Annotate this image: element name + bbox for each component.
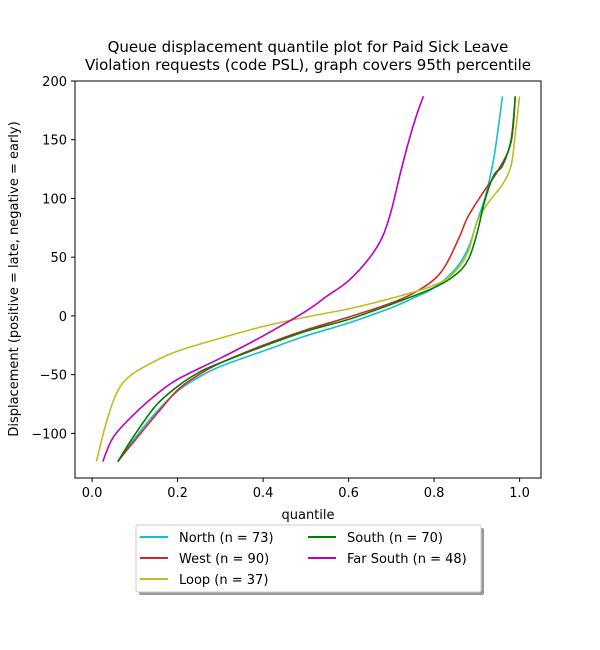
series-line-4 [102, 96, 425, 462]
legend: North (n = 73) West (n = 90) Loop (n = 37)… [135, 524, 484, 595]
y-tick-label: 0 [59, 310, 67, 325]
y-tick-label: 150 [42, 134, 67, 149]
series-line-2 [95, 96, 521, 462]
legend-label: West (n = 90) [179, 552, 269, 567]
y-tick-label: 200 [42, 75, 67, 90]
x-tick-label: 0.0 [82, 486, 103, 501]
x-tick-label: 0.2 [167, 486, 188, 501]
y-tick-label: −50 [40, 369, 67, 384]
x-tick-label: 0.8 [424, 486, 445, 501]
legend-label: North (n = 73) [179, 531, 274, 546]
chart-title-line2: Violation requests (code PSL), graph cov… [85, 56, 531, 74]
legend-label: South (n = 70) [347, 531, 443, 546]
y-ticks: −100 −50 0 50 100 150 200 [31, 75, 75, 442]
plot-area: 0.0 0.2 0.4 0.6 0.8 1.0 −100 −50 0 50 100 150 200 [31, 75, 542, 501]
x-tick-label: 1.0 [509, 486, 530, 501]
series-line-1 [117, 96, 517, 463]
x-tick-label: 0.4 [253, 486, 274, 501]
y-tick-label: 50 [50, 251, 67, 266]
legend-entry: Loop (n = 37) [140, 573, 268, 588]
y-tick-label: 100 [42, 192, 67, 207]
chart-title-line1: Queue displacement quantile plot for Pai… [108, 38, 509, 56]
x-ticks: 0.0 0.2 0.4 0.6 0.8 1.0 [82, 478, 530, 501]
y-axis-label: Displacement (positive = late, negative … [7, 121, 22, 436]
x-axis-label: quantile [281, 508, 334, 523]
legend-items: North (n = 73) West (n = 90) Loop (n = 37)… [140, 531, 467, 588]
legend-entry: West (n = 90) [140, 552, 269, 567]
legend-entry: North (n = 73) [140, 531, 274, 546]
series-layer [95, 96, 521, 463]
legend-entry: Far South (n = 48) [308, 552, 467, 567]
series-line-3 [117, 96, 517, 463]
legend-entry: South (n = 70) [308, 531, 443, 546]
y-tick-label: −100 [31, 427, 67, 442]
plot-frame [74, 80, 542, 479]
legend-label: Far South (n = 48) [347, 552, 467, 567]
legend-label: Loop (n = 37) [179, 573, 268, 588]
x-tick-label: 0.6 [338, 486, 359, 501]
